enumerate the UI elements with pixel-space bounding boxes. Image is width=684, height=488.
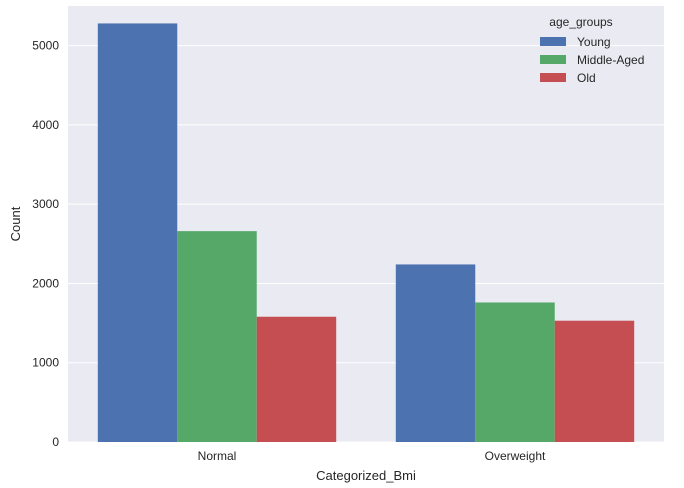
x-tick-labels: Normal Overweight [198, 449, 546, 463]
y-tick-label: 4000 [32, 118, 59, 132]
legend-swatch [540, 55, 566, 64]
y-tick-label: 0 [52, 435, 59, 449]
legend: age_groups Young Middle-Aged Old [540, 15, 644, 85]
y-tick-labels: 0 1000 2000 3000 4000 5000 [32, 39, 59, 449]
bars [97, 23, 635, 442]
y-tick-label: 2000 [32, 276, 59, 290]
legend-label: Young [577, 35, 611, 49]
legend-swatch [540, 73, 566, 82]
bar-middle-aged-normal [177, 231, 257, 442]
x-axis-label: Categorized_Bmi [316, 468, 416, 483]
y-axis-label: Count [8, 206, 23, 241]
x-tick-label: Normal [198, 449, 237, 463]
y-tick-label: 1000 [32, 356, 59, 370]
x-tick-label: Overweight [485, 449, 546, 463]
y-tick-label: 5000 [32, 39, 59, 53]
bar-old-overweight [554, 320, 635, 442]
bar-young-overweight [395, 264, 476, 442]
y-tick-label: 3000 [32, 197, 59, 211]
legend-label: Old [577, 71, 596, 85]
legend-title: age_groups [549, 15, 612, 29]
bar-old-normal [256, 316, 337, 442]
legend-label: Middle-Aged [577, 53, 644, 67]
bar-middle-aged-overweight [475, 302, 555, 442]
legend-swatch [540, 37, 566, 46]
bar-young-normal [97, 23, 178, 442]
